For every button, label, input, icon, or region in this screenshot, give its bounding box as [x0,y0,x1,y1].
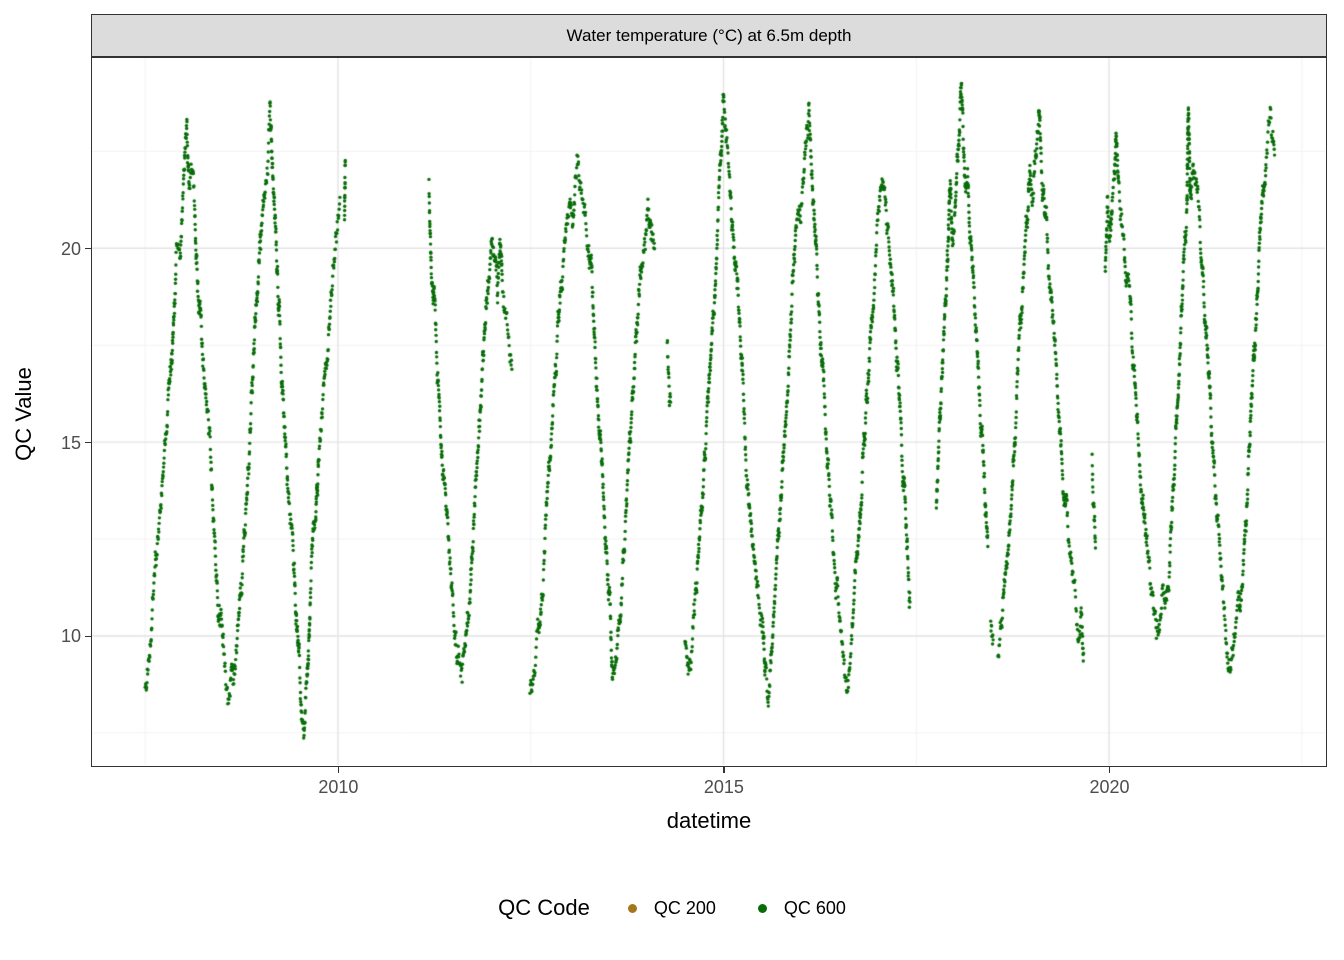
x-tick-label: 2015 [703,777,744,797]
legend-entry-qc200: QC 200 [627,897,716,919]
y-tick-mark [85,441,91,444]
x-tick-mark [723,767,725,773]
x-tick-mark [1108,767,1111,773]
y-tick-label: 20 [60,238,81,259]
x-tick-mark [337,767,340,773]
legend-dot-icon [757,903,767,913]
legend-title: QC Code [498,895,590,920]
y-tick-label: 15 [60,432,81,453]
y-tick-mark [85,635,91,638]
y-tick-mark [85,248,91,250]
legend-entry-qc600: QC 600 [757,897,846,919]
legend-label: QC 200 [653,897,716,918]
legend-label: QC 600 [783,897,846,918]
legend: QC Code QC 200 QC 600 [0,886,1344,930]
x-tick-label: 2010 [318,777,359,797]
y-tick-label: 10 [60,626,81,647]
x-tick-label: 2020 [1089,777,1130,797]
plot-panel [91,57,1327,767]
plot-canvas [92,58,1325,765]
x-axis-title: datetime [666,808,752,833]
strip-title: Water temperature (°C) at 6.5m depth [566,25,852,45]
facet-strip: Water temperature (°C) at 6.5m depth [91,14,1327,57]
legend-dot-icon [627,903,637,913]
y-axis-title: QC Value [11,367,36,461]
